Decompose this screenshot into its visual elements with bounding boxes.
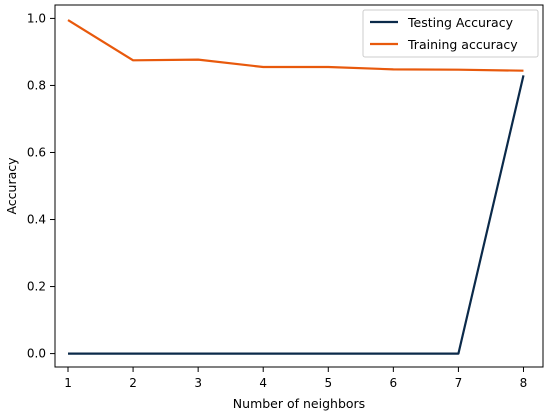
legend: Testing Accuracy Training accuracy: [362, 9, 539, 58]
series-lines: [67, 19, 525, 355]
x-tick-label: 2: [129, 376, 137, 390]
legend-label-training: Training accuracy: [407, 37, 518, 52]
plot-area-frame: [54, 4, 544, 368]
y-tick-label: 0.2: [27, 280, 46, 294]
y-tick-label: 0.0: [27, 347, 46, 361]
x-axis: 1 2 3 4 5 6 7 8: [64, 367, 527, 390]
x-tick-label: 4: [259, 376, 267, 390]
series-line-training-accuracy: [67, 19, 524, 72]
legend-frame: [362, 9, 539, 58]
x-tick-label: 6: [390, 376, 398, 390]
y-axis-label: Accuracy: [4, 157, 19, 215]
series-line-testing-accuracy: [68, 75, 525, 355]
legend-label-testing: Testing Accuracy: [407, 15, 514, 30]
x-tick-label: 3: [194, 376, 202, 390]
x-tick-label: 1: [64, 376, 72, 390]
y-axis: 0.0 0.2 0.4 0.6 0.8 1.0: [27, 11, 55, 361]
x-tick-label: 5: [324, 376, 332, 390]
y-tick-label: 0.4: [27, 213, 46, 227]
y-tick-label: 1.0: [27, 11, 46, 25]
x-tick-label: 8: [520, 376, 528, 390]
x-tick-label: 7: [455, 376, 463, 390]
x-axis-label: Number of neighbors: [233, 396, 365, 411]
y-tick-label: 0.8: [27, 78, 46, 92]
y-tick-label: 0.6: [27, 145, 46, 159]
